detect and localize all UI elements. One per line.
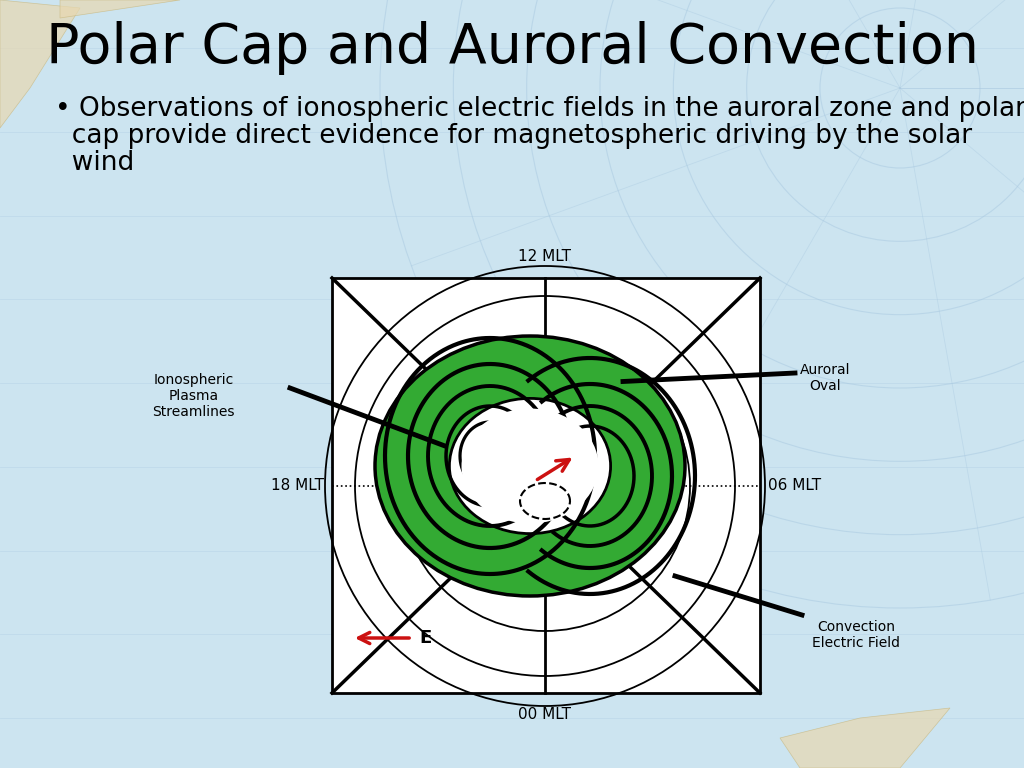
Text: 00 MLT: 00 MLT <box>518 707 571 722</box>
Text: • Observations of ionospheric electric fields in the auroral zone and polar: • Observations of ionospheric electric f… <box>55 96 1024 122</box>
Text: Convection
Electric Field: Convection Electric Field <box>812 620 900 650</box>
Text: Ionospheric
Plasma
Streamlines: Ionospheric Plasma Streamlines <box>153 373 234 419</box>
Text: cap provide direct evidence for magnetospheric driving by the solar: cap provide direct evidence for magnetos… <box>55 123 972 149</box>
Text: 18 MLT: 18 MLT <box>271 478 324 494</box>
Text: wind: wind <box>55 150 134 176</box>
Polygon shape <box>0 0 80 128</box>
Text: Auroral
Oval: Auroral Oval <box>800 363 851 393</box>
Text: Polar Cap and Auroral Convection: Polar Cap and Auroral Convection <box>45 21 979 75</box>
Text: E: E <box>419 629 431 647</box>
Polygon shape <box>60 0 180 18</box>
Ellipse shape <box>450 399 610 534</box>
Bar <box>332 278 760 693</box>
Polygon shape <box>780 708 950 768</box>
Ellipse shape <box>375 336 685 596</box>
Text: 12 MLT: 12 MLT <box>518 249 571 264</box>
Text: 06 MLT: 06 MLT <box>768 478 821 494</box>
Ellipse shape <box>462 409 598 524</box>
